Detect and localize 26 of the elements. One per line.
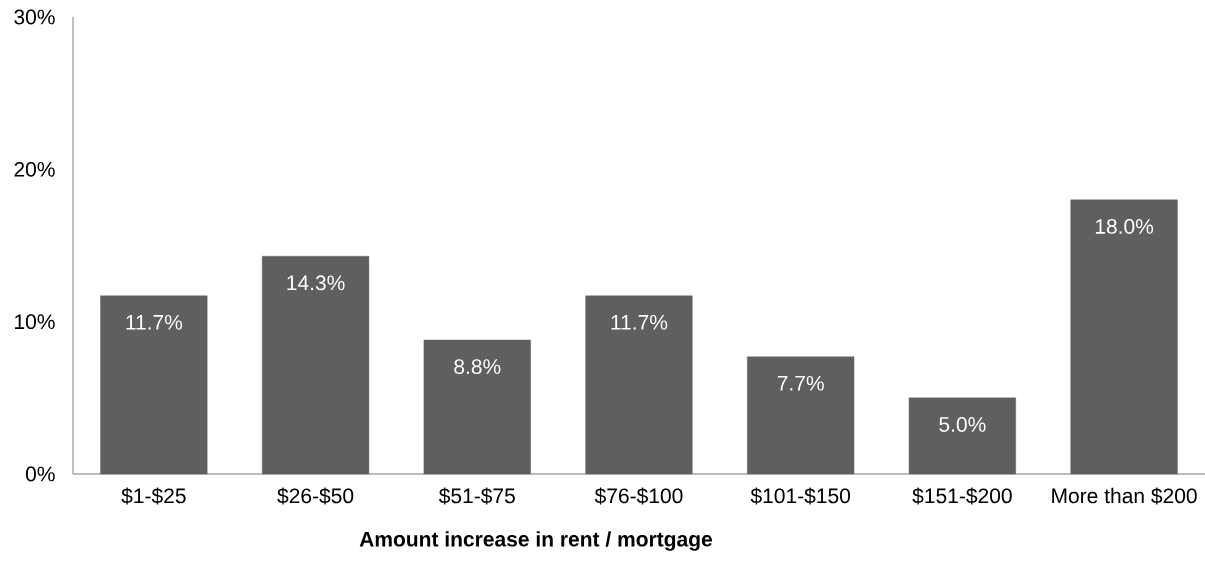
x-tick-label: $151-$200: [912, 487, 1012, 505]
y-tick-label: 20%: [14, 161, 55, 177]
x-tick-label: $51-$75: [438, 487, 515, 505]
data-label: 18.0%: [1095, 219, 1154, 234]
data-label: 5.0%: [939, 417, 986, 432]
x-tick-label: $26-$50: [277, 487, 354, 505]
bar: [261, 255, 370, 475]
x-tick-label: $76-$100: [594, 487, 683, 505]
data-label: 11.7%: [126, 314, 183, 330]
bar: [747, 356, 855, 475]
data-label: 14.3%: [287, 275, 345, 291]
bar: [423, 339, 531, 475]
data-label: 11.7%: [611, 314, 668, 330]
y-tick-label: 0%: [25, 466, 55, 482]
bar: [585, 295, 693, 475]
data-label: 7.7%: [777, 375, 824, 391]
bar: [100, 295, 208, 475]
x-axis-title: Amount increase in rent / mortgage: [359, 531, 713, 551]
data-label: 8.8%: [454, 359, 501, 375]
bar: [1070, 199, 1178, 475]
x-tick-label: More than $200: [1052, 487, 1197, 505]
x-tick-label: $101-$150: [750, 487, 851, 505]
bar: [908, 397, 1016, 475]
y-tick-label: 30%: [14, 9, 55, 25]
y-tick-label: 10%: [15, 314, 55, 330]
x-tick-label: $1-$25: [121, 487, 186, 505]
